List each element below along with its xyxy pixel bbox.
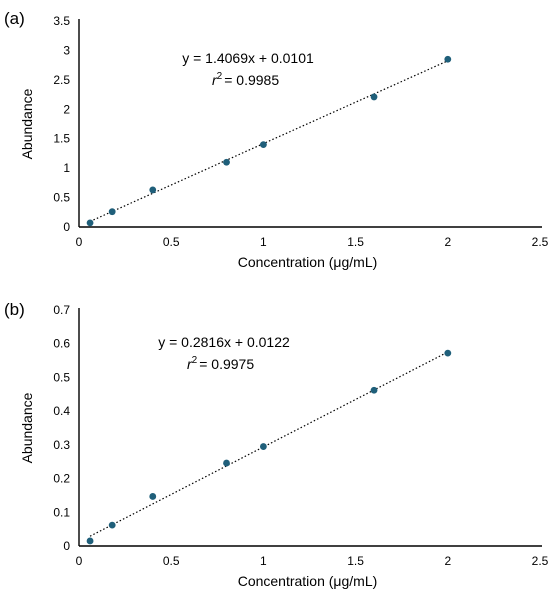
- y-tick-label: 0: [63, 220, 70, 234]
- trendline: [89, 351, 449, 537]
- panel-label: (a): [4, 9, 25, 28]
- r-squared-label: r2 = 0.9975: [187, 355, 254, 372]
- y-tick-label: 2: [63, 102, 70, 116]
- data-point: [149, 493, 157, 500]
- panel-label: (b): [4, 300, 25, 319]
- x-tick-label: 0.5: [163, 235, 180, 249]
- x-tick-label: 1.5: [347, 554, 364, 568]
- chart-panel-b: (b) 0 0.5 1 1.5 2 2.5 0 0.1 0.2 0.3 0.4 0.5 0.6 0.7 Con…: [0, 290, 550, 596]
- chart-panel-a: (a) 0 0.5 1 1.5 2 2.5 0 0.5 1 1.5 2 2.5 3 3.5 Concentra…: [0, 0, 550, 290]
- data-point: [260, 141, 267, 149]
- equation-label: y = 0.2816x + 0.0122: [158, 334, 290, 350]
- y-tick-label: 0.2: [53, 472, 70, 486]
- chart-b-svg: (b) 0 0.5 1 1.5 2 2.5 0 0.1 0.2 0.3 0.4 0.5 0.6 0.7 Con…: [4, 300, 549, 589]
- data-point: [108, 208, 116, 216]
- y-axis-title: Abundance: [19, 88, 35, 159]
- r-squared-label: r2 = 0.9985: [212, 71, 279, 88]
- x-axis-title: Concentration (μg/mL): [238, 573, 378, 589]
- y-tick-label: 1.5: [53, 132, 70, 146]
- x-tick-label: 1: [260, 554, 267, 568]
- data-point: [444, 55, 452, 63]
- chart-a-svg: (a) 0 0.5 1 1.5 2 2.5 0 0.5 1 1.5 2 2.5 3 3.5 Concentra…: [4, 9, 549, 270]
- data-point: [223, 459, 230, 467]
- data-point: [444, 349, 452, 357]
- x-tick-label: 0.5: [163, 554, 180, 568]
- trendline: [89, 60, 449, 222]
- x-tick-label: 2.5: [532, 235, 549, 249]
- x-axis-title: Concentration (μg/mL): [238, 254, 378, 270]
- data-point: [86, 537, 94, 545]
- x-tick-label: 2: [444, 554, 451, 568]
- x-tick-label: 2.5: [532, 554, 549, 568]
- data-point: [223, 158, 230, 166]
- y-tick-label: 3: [63, 43, 70, 57]
- y-tick-label: 0: [63, 539, 70, 553]
- y-tick-label: 0.1: [53, 505, 70, 519]
- equation-label: y = 1.4069x + 0.0101: [182, 50, 314, 66]
- data-point: [86, 219, 94, 227]
- y-tick-label: 0.7: [53, 303, 70, 317]
- y-axis-title: Abundance: [19, 392, 35, 463]
- y-tick-label: 0.4: [53, 404, 70, 418]
- y-tick-label: 0.6: [53, 337, 70, 351]
- x-tick-label: 0: [76, 554, 83, 568]
- y-tick-label: 1: [63, 161, 70, 175]
- x-tick-label: 0: [76, 235, 83, 249]
- x-tick-label: 1: [260, 235, 267, 249]
- x-tick-label: 2: [444, 235, 451, 249]
- x-tick-label: 1.5: [347, 235, 364, 249]
- data-point: [260, 443, 267, 450]
- data-point: [370, 386, 378, 394]
- y-tick-label: 0.5: [53, 370, 70, 384]
- y-tick-label: 2.5: [53, 73, 70, 87]
- data-point: [108, 521, 116, 529]
- y-tick-label: 0.3: [53, 438, 70, 452]
- y-tick-label: 0.5: [53, 191, 70, 205]
- data-point: [149, 186, 157, 194]
- y-tick-label: 3.5: [53, 14, 70, 28]
- data-point: [370, 93, 378, 101]
